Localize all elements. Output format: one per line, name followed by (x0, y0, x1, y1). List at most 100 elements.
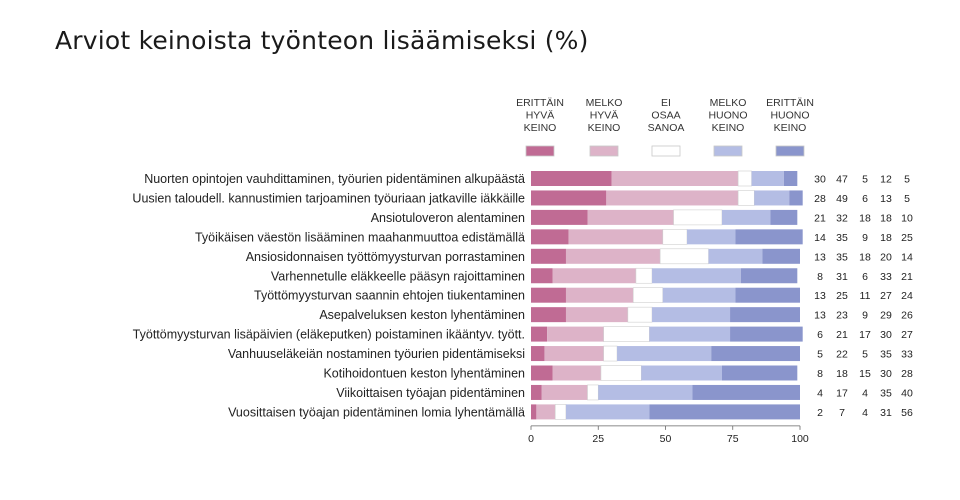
bar-segment (770, 209, 798, 225)
legend-label: KEINO (524, 122, 557, 134)
data-label: 13 (814, 251, 826, 263)
bar-segment (692, 384, 800, 400)
data-label: 5 (904, 174, 910, 186)
data-label: 24 (901, 290, 913, 302)
legend-label: HUONO (708, 110, 747, 122)
legend-label: EI (661, 97, 671, 109)
category-label: Uusien taloudell. kannustimien tarjoamin… (132, 191, 525, 205)
x-tick-label: 0 (528, 433, 534, 445)
data-label: 9 (862, 232, 868, 244)
bar-segment (603, 326, 650, 342)
bar-segment (740, 268, 798, 284)
data-label: 17 (859, 329, 871, 341)
category-label: Varhennetulle eläkkeelle pääsyn rajoitta… (271, 269, 525, 283)
legend-label: MELKO (586, 97, 623, 109)
legend-label: SANOA (648, 122, 685, 134)
data-label: 32 (836, 212, 848, 224)
data-label: 6 (862, 193, 868, 205)
data-label: 21 (814, 212, 826, 224)
data-label: 49 (836, 193, 848, 205)
data-label: 5 (904, 193, 910, 205)
category-label: Asepalveluksen keston lyhentäminen (319, 308, 525, 322)
data-label: 22 (836, 349, 848, 361)
bar-segment (632, 287, 664, 304)
data-label: 2 (817, 407, 823, 419)
bar-segment (606, 190, 739, 206)
bar-segment (751, 171, 784, 186)
bar-segment (735, 229, 803, 245)
bar-segment (711, 346, 800, 362)
data-label: 15 (859, 368, 871, 380)
bar-segment (531, 326, 548, 342)
data-label: 8 (817, 368, 823, 380)
data-label: 29 (880, 310, 892, 322)
data-label: 4 (817, 387, 823, 399)
bar-segment (737, 170, 752, 187)
bar-segment (531, 287, 566, 303)
bar-segment (554, 404, 567, 420)
bar-segment (568, 229, 663, 245)
data-label: 13 (814, 290, 826, 302)
data-label: 20 (880, 251, 892, 263)
bar-segment (531, 384, 542, 400)
data-label: 6 (817, 329, 823, 341)
data-label: 28 (901, 368, 913, 380)
bar-segment (652, 307, 731, 323)
data-label: 26 (901, 310, 913, 322)
data-label: 21 (901, 271, 913, 283)
bar-segment (627, 306, 653, 323)
legend-label: MELKO (710, 97, 747, 109)
legend-label: KEINO (588, 122, 621, 134)
data-label: 25 (836, 290, 848, 302)
data-label: 13 (814, 310, 826, 322)
bar-segment (673, 209, 723, 226)
data-label: 56 (901, 407, 913, 419)
data-label: 9 (862, 310, 868, 322)
bar-segment (531, 404, 537, 420)
category-label: Työikäisen väestön lisääminen maahanmuut… (195, 230, 525, 244)
x-tick-label: 100 (791, 433, 809, 445)
bar-segment (721, 209, 771, 225)
bar-segment (652, 268, 741, 284)
bar-segment (547, 326, 604, 342)
data-label: 35 (880, 387, 892, 399)
data-label: 31 (836, 271, 848, 283)
legend-label: KEINO (774, 122, 807, 134)
data-label: 33 (880, 271, 892, 283)
chart-title: Arviot keinoista työnteon lisäämiseksi (… (55, 26, 589, 55)
bar-segment (649, 326, 731, 342)
data-label: 11 (860, 290, 871, 302)
data-label: 40 (901, 387, 913, 399)
data-label: 33 (901, 349, 913, 361)
bar-segment (687, 229, 736, 245)
bar-segment (531, 268, 553, 284)
data-label: 4 (862, 407, 868, 419)
bar-segment (789, 190, 803, 206)
bar-segment (662, 287, 736, 303)
bar-segment (531, 229, 569, 245)
legend-swatch (525, 145, 555, 157)
bar-segment (641, 365, 722, 381)
category-label: Kotihoidontuen keston lyhentäminen (323, 367, 525, 381)
bar-segment (531, 346, 545, 362)
category-label: Työttömyysturvan lisäpäivien (eläkeputke… (133, 328, 525, 342)
legend-label: HYVÄ (526, 110, 555, 122)
data-label: 35 (836, 232, 848, 244)
category-label: Työttömyysturvan saannin ehtojen tiukent… (254, 289, 525, 303)
category-label: Ansiosidonnaisen työttömyysturvan porras… (246, 250, 525, 264)
bar-segment (536, 404, 556, 420)
data-label: 21 (836, 329, 848, 341)
bar-segment (531, 365, 553, 381)
data-label: 30 (880, 368, 892, 380)
data-label: 10 (901, 212, 913, 224)
data-label: 7 (839, 407, 845, 419)
bar-segment (541, 384, 588, 400)
legend-swatch (651, 145, 681, 157)
bar-segment (617, 346, 712, 362)
category-label: Ansiotuloveron alentaminen (371, 211, 525, 225)
bar-segment (611, 171, 739, 186)
legend-label: HYVÄ (590, 110, 619, 122)
data-label: 28 (814, 193, 826, 205)
data-label: 35 (880, 349, 892, 361)
legend-label: HUONO (770, 110, 809, 122)
